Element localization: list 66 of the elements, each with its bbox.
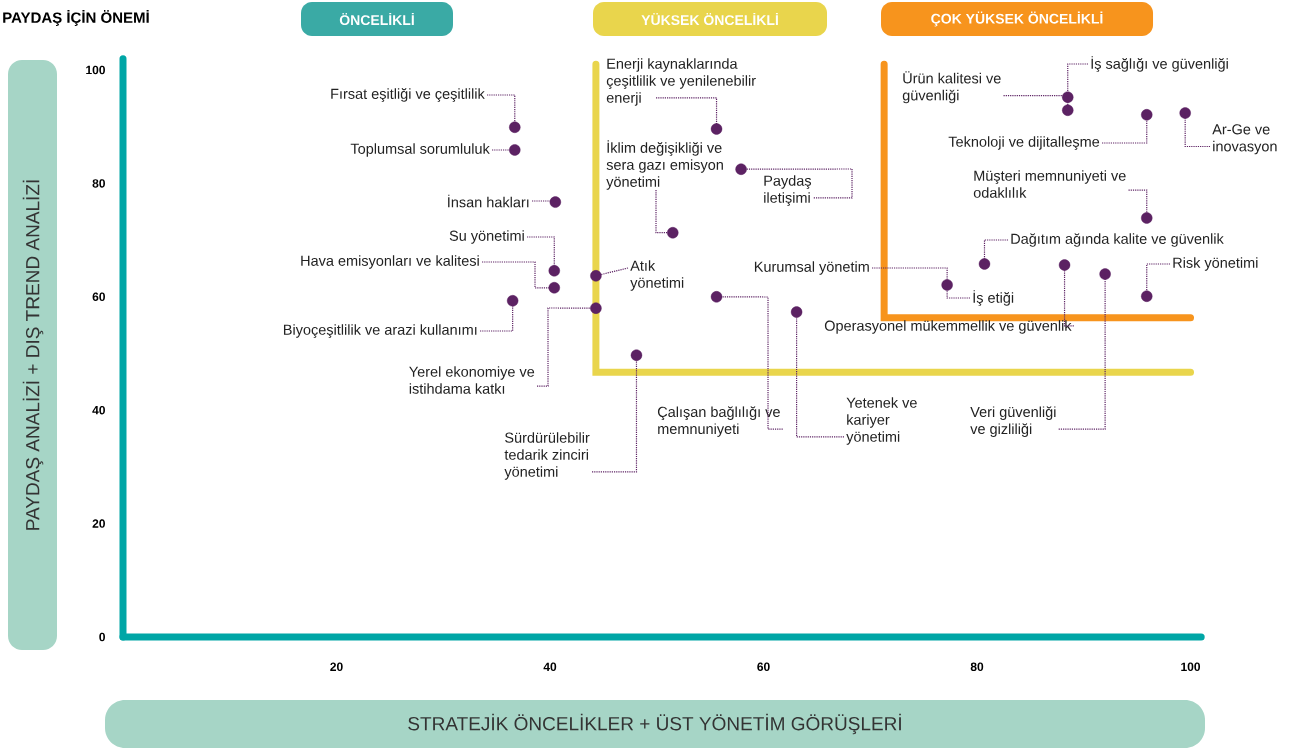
annotation: İş etiği [973, 290, 1014, 306]
text: ÇOK YÜKSEK ÖNCELİKLİ [931, 11, 1103, 27]
annotation: Enerji kaynaklarında çeşitlilik ve yenilenebilir enerji [606, 58, 756, 106]
point [1141, 109, 1153, 121]
annotation: Su yönetimi [449, 230, 524, 244]
annotation: Yetenek ve kariyer yönetimi [846, 397, 917, 445]
point [1062, 91, 1074, 103]
point [978, 258, 991, 270]
annotation: Veri güvenliği ve gizliliği [970, 406, 1056, 437]
point [710, 123, 723, 135]
annotation: Ar-Ge ve inovasyon [1212, 124, 1277, 155]
point [667, 227, 679, 239]
point [790, 306, 803, 318]
point [549, 196, 562, 208]
point [1099, 268, 1111, 280]
point [1058, 259, 1071, 271]
x-tick-label: 20 [330, 662, 343, 672]
annotation: Sürdürülebilir tedarik zinciri yönetimi [504, 432, 590, 480]
y-tick-label: 40 [92, 405, 105, 415]
annotation: Ürün kalitesi ve güvenliği [902, 71, 1001, 104]
x-tick-label: 60 [757, 662, 770, 672]
annotation: Biyoçeşitlilik ve arazi kullanımı [283, 324, 477, 338]
annotation: Risk yönetimi [1173, 257, 1258, 271]
y-tick-label: 20 [92, 519, 105, 528]
y-tick-label: 60 [92, 292, 105, 302]
text: ÖNCELİKLİ [339, 12, 414, 26]
x-tick-label: 100 [1181, 662, 1201, 672]
point [509, 144, 521, 156]
annotation: Atık yönetimi [630, 260, 684, 291]
point [548, 265, 560, 277]
x-tick-label: 40 [543, 662, 557, 672]
annotation: Kurumsal yönetim [754, 261, 869, 275]
point [509, 121, 521, 133]
point [941, 279, 953, 291]
x-tick-label: 80 [970, 662, 984, 672]
x-axis-title: STRATEJİK ÖNCELİKLER + ÜST YÖNETİM GÖRÜŞLERİ [408, 713, 901, 735]
annotation: Operasyonel mükemmellik ve güvenlik [824, 320, 1072, 334]
text: YÜKSEK ÖNCELİKLİ [641, 12, 778, 26]
point [506, 295, 519, 307]
point [548, 282, 560, 294]
annotation: Müşteri memnuniyeti ve odaklılık [973, 170, 1126, 198]
annotation: İş sağlığı ve güvenliği [1091, 56, 1228, 72]
y-tick-label: 100 [86, 65, 105, 75]
point [1141, 212, 1153, 224]
annotation: Fırsat eşitliği ve çeşitlilik [331, 88, 485, 102]
point [710, 291, 723, 303]
point [590, 270, 602, 282]
point [590, 302, 602, 314]
point [1141, 290, 1153, 302]
annotation: Çalışan bağlılığı ve memnuniyeti [657, 406, 780, 437]
annotation: Dağıtım ağında kalite ve güvenlik [1011, 233, 1224, 247]
annotation: İnsan hakları [448, 194, 529, 208]
y-tick-label: 80 [92, 179, 105, 188]
annotation: Paydaş iletişimi [764, 175, 812, 206]
point [1179, 107, 1191, 119]
y-tick-label: 0 [99, 632, 105, 642]
text: PAYDAŞ İÇİN ÖNEMİ [3, 10, 149, 26]
annotation: İklim değişikliği ve sera gazı emisyon yönetimi [606, 140, 723, 190]
y-axis-title: PAYDAŞ ANALİZİ + DIŞ TREND ANALİZİ [22, 180, 44, 530]
point [630, 349, 643, 361]
annotation: Yerel ekonomiye ve istihdama katkı [409, 366, 535, 394]
point [1062, 104, 1074, 116]
point [735, 163, 747, 175]
annotation: Teknoloji ve dijitalleşme [948, 136, 1100, 150]
annotation: Hava emisyonları ve kalitesi [301, 255, 479, 269]
annotation: Toplumsal sorumluluk [350, 143, 490, 157]
